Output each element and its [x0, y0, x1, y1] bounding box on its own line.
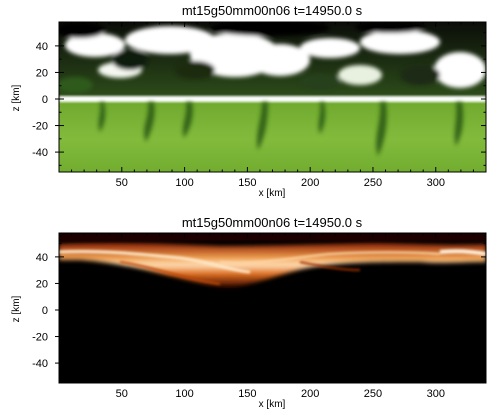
- panel-2-ticks: 50 100 150 200 250 300 -40 -20 0 20 40: [32, 233, 486, 400]
- x-tick-label: 50: [116, 388, 128, 400]
- panel-2-hot-layer: [59, 242, 486, 287]
- x-tick-label: 100: [175, 177, 193, 189]
- x-tick-label: 300: [427, 388, 445, 400]
- x-tick-label: 300: [427, 177, 445, 189]
- panel-1-heatmap: [59, 22, 486, 172]
- x-tick-label: 200: [301, 388, 319, 400]
- y-tick-label: 20: [36, 278, 48, 290]
- y-tick-label: 0: [42, 94, 48, 106]
- y-tick-label: -40: [32, 147, 48, 159]
- panel-2-title: mt15g50mm00n06 t=14950.0 s: [182, 215, 363, 230]
- panel-1-plumes: [98, 102, 464, 156]
- y-tick-label: 40: [36, 252, 48, 264]
- y-tick-label: -20: [32, 121, 48, 133]
- panel-1: mt15g50mm00n06 t=14950.0 s: [11, 3, 487, 199]
- y-tick-label: 20: [36, 67, 48, 79]
- panel-2-top-fringe: [59, 233, 486, 241]
- y-tick-label: 40: [36, 41, 48, 53]
- panel-1-xlabel: x [km]: [259, 188, 286, 199]
- panel-1-title: mt15g50mm00n06 t=14950.0 s: [182, 3, 363, 18]
- panel-2-ylabel: z [km]: [11, 295, 22, 322]
- x-tick-label: 150: [238, 388, 256, 400]
- x-tick-label: 250: [364, 177, 382, 189]
- panel-2-xlabel: x [km]: [259, 399, 286, 410]
- panel-1-green-layer: [59, 100, 486, 172]
- panel-1-ticks: 50 100 150 200 250 300 -40 -20 0 20 40: [32, 22, 486, 189]
- y-tick-label: 0: [42, 305, 48, 317]
- x-tick-label: 250: [364, 388, 382, 400]
- panel-2-streaks: [59, 249, 486, 285]
- y-tick-label: -20: [32, 332, 48, 344]
- panel-2: mt15g50mm00n06 t=14950.0 s z [km] x [km]…: [11, 215, 487, 410]
- x-tick-label: 100: [175, 388, 193, 400]
- panel-1-ylabel: z [km]: [11, 84, 22, 111]
- panel-1-blotches: [59, 22, 486, 93]
- y-tick-label: -40: [32, 358, 48, 370]
- x-tick-label: 200: [301, 177, 319, 189]
- x-tick-label: 150: [238, 177, 256, 189]
- x-tick-label: 50: [116, 177, 128, 189]
- panel-1-zero-band: [59, 96, 486, 102]
- panel-2-heatmap: [59, 233, 486, 383]
